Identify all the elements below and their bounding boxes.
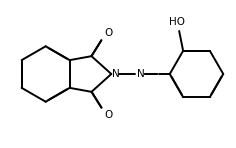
Text: O: O (104, 110, 113, 120)
Text: O: O (104, 28, 113, 38)
Text: N: N (137, 69, 145, 79)
Text: HO: HO (169, 17, 185, 27)
Text: N: N (112, 69, 120, 79)
